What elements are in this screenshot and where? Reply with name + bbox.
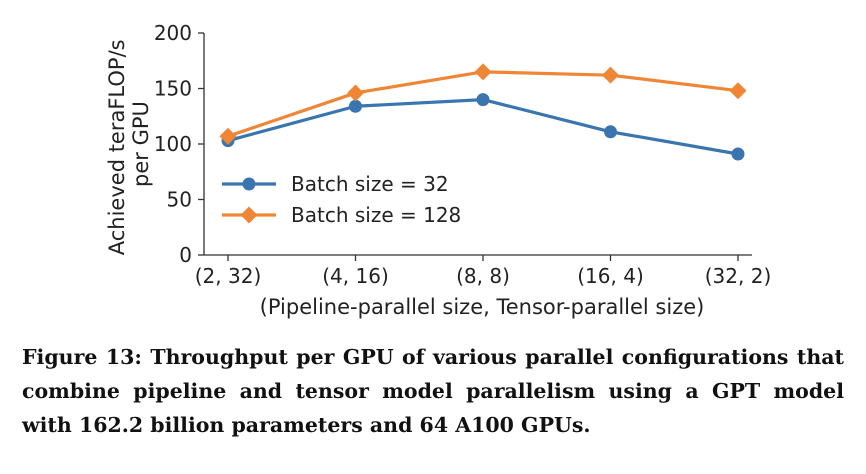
series-point bbox=[604, 125, 617, 139]
series-point bbox=[349, 99, 362, 113]
legend-entry: Batch size = 128 bbox=[222, 203, 461, 227]
legend-label: Batch size = 128 bbox=[291, 203, 461, 227]
series-point bbox=[219, 127, 237, 145]
series-point bbox=[729, 82, 747, 100]
y-ticks: 0 50 100 150 200 bbox=[154, 21, 204, 267]
y-axis-label: Achieved teraFLOP/s per GPU bbox=[105, 33, 153, 256]
chart-axes bbox=[203, 33, 752, 256]
y-tick-label: 150 bbox=[154, 77, 192, 101]
legend-label: Batch size = 32 bbox=[291, 172, 449, 196]
legend-marker bbox=[242, 177, 256, 191]
x-tick-label: (8, 8) bbox=[456, 264, 510, 288]
y-axis-label-line1: Achieved teraFLOP/s bbox=[105, 39, 129, 255]
throughput-line-chart: 0 50 100 150 200 (2, 32) (4, 16) (8, 8) (16, 4)… bbox=[105, 21, 772, 319]
y-axis-label-line2: per GPU bbox=[129, 101, 153, 187]
figure-caption: Figure 13: Throughput per GPU of various… bbox=[22, 345, 844, 437]
legend-marker bbox=[240, 206, 258, 224]
legend-entry: Batch size = 32 bbox=[222, 172, 449, 196]
series-point bbox=[476, 93, 490, 107]
x-tick-label: (32, 2) bbox=[705, 264, 772, 288]
series-line bbox=[227, 97, 739, 156]
series-point bbox=[347, 84, 364, 102]
x-tick-label: (16, 4) bbox=[577, 264, 644, 288]
x-tick-label: (2, 32) bbox=[195, 264, 262, 288]
series-point bbox=[474, 63, 492, 81]
series-2 bbox=[219, 63, 747, 145]
y-tick-label: 200 bbox=[154, 21, 192, 45]
y-tick-label: 0 bbox=[179, 243, 192, 267]
series-1 bbox=[221, 93, 745, 161]
y-tick-label: 100 bbox=[154, 132, 192, 156]
series-point bbox=[602, 66, 619, 84]
series-point bbox=[731, 147, 745, 161]
x-axis-label: (Pipeline-parallel size, Tensor-parallel… bbox=[260, 295, 705, 319]
x-tick-label: (4, 16) bbox=[322, 264, 389, 288]
x-ticks: (2, 32) (4, 16) (8, 8) (16, 4) (32, 2) bbox=[195, 255, 772, 288]
series-group bbox=[219, 63, 747, 161]
y-tick-label: 50 bbox=[167, 188, 192, 212]
legend: Batch size = 32 Batch size = 128 bbox=[222, 172, 461, 227]
